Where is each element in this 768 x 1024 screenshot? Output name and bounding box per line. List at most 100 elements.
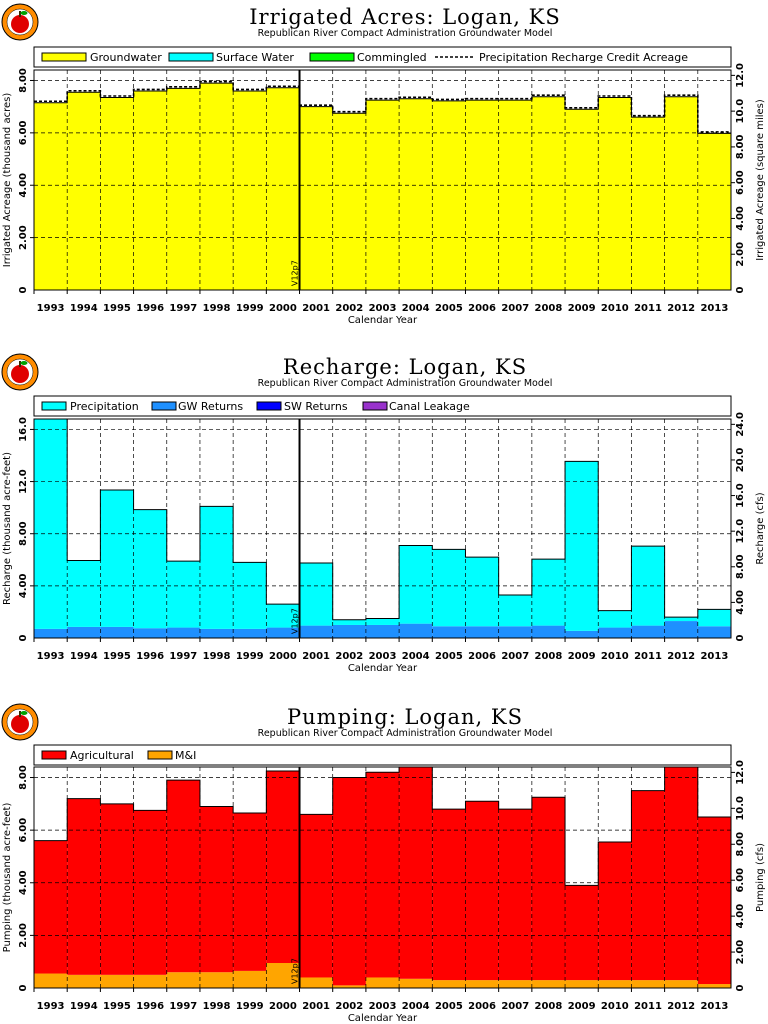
bar-segment: [34, 102, 68, 290]
bar-segment: [332, 619, 366, 625]
legend-label: Precipitation Recharge Credit Acreage: [479, 51, 688, 64]
bar-segment: [399, 98, 433, 290]
y2-tick-label: 20.0: [735, 448, 746, 473]
legend-swatch: [256, 401, 282, 411]
bar-segment: [133, 974, 167, 988]
y2-tick-label: 2.00: [735, 940, 746, 965]
y-axis-label: Pumping (thousand acre-feet): [2, 803, 13, 953]
version-label: V12p7: [291, 608, 300, 634]
plot-frame: [33, 418, 732, 639]
chart-title: Pumping: Logan, KS: [287, 705, 523, 729]
bar-segment: [299, 625, 333, 638]
x-tick-label: 2009: [568, 1001, 596, 1012]
x-tick-label: 1998: [203, 651, 231, 662]
x-tick-label: 1999: [236, 303, 264, 314]
legend-swatch: [41, 52, 87, 62]
bar-segment: [664, 767, 698, 981]
x-tick-label: 1995: [103, 651, 131, 662]
bar-segment: [166, 627, 200, 638]
bar-segment: [598, 627, 632, 638]
bar-segment: [432, 549, 466, 627]
x-axis-label: Calendar Year: [348, 663, 418, 674]
y2-tick-label: 4.00: [735, 904, 746, 929]
x-tick-label: 1995: [103, 303, 131, 314]
bar-segment: [332, 113, 366, 290]
bar-segment: [432, 980, 466, 988]
bar-segment: [631, 790, 665, 981]
bar-segment: [664, 621, 698, 638]
x-tick-label: 2006: [468, 651, 496, 662]
y-tick-label: 6.00: [18, 818, 29, 843]
bar-segment: [67, 626, 101, 638]
bar-segment: [34, 840, 68, 974]
y-axis-label: Recharge (thousand acre-feet): [2, 452, 13, 605]
bar-segment: [498, 626, 532, 638]
y2-zero-label: 0: [735, 286, 746, 293]
chart-title: Recharge: Logan, KS: [283, 355, 527, 379]
y-tick-label: 12.0: [18, 469, 29, 494]
x-tick-label: 2001: [302, 1001, 330, 1012]
bar-segment: [299, 106, 333, 291]
bar-segment: [332, 777, 366, 986]
logo-apple: [11, 715, 29, 733]
bar-segment: [34, 628, 68, 638]
bar-segment: [34, 973, 68, 988]
legend-label: SW Returns: [284, 400, 348, 413]
x-tick-label: 2002: [335, 303, 363, 314]
bar-segment: [166, 780, 200, 973]
x-tick-label: 2010: [601, 303, 629, 314]
bar-segment: [266, 770, 300, 964]
x-tick-label: 2002: [335, 651, 363, 662]
legend-frame: [33, 744, 732, 766]
y-zero-label: 0: [18, 984, 29, 991]
legend-frame: [33, 46, 732, 68]
legend-label: Precipitation: [70, 400, 139, 413]
bar-segment: [233, 562, 267, 629]
x-tick-label: 2007: [501, 651, 529, 662]
x-tick-label: 2007: [501, 303, 529, 314]
x-tick-label: 2012: [667, 303, 695, 314]
bar-segment: [299, 814, 333, 978]
bar-segment: [465, 100, 499, 290]
plot-frame: [33, 766, 732, 989]
y2-zero-label: 0: [735, 984, 746, 991]
x-tick-label: 2007: [501, 1001, 529, 1012]
x-tick-label: 1997: [169, 303, 197, 314]
x-tick-label: 2011: [634, 1001, 662, 1012]
y2-tick-label: 10.0: [735, 99, 746, 124]
bar-segment: [598, 841, 632, 981]
y2-tick-label: 10.0: [735, 796, 746, 821]
bar-segment: [697, 626, 731, 638]
x-tick-label: 2003: [369, 303, 397, 314]
total-outline: [33, 418, 732, 638]
x-tick-label: 1999: [236, 651, 264, 662]
bar-segment: [199, 628, 234, 638]
x-tick-label: 2012: [667, 651, 695, 662]
x-tick-label: 1993: [37, 1001, 65, 1012]
bar-segment: [664, 617, 698, 622]
x-tick-label: 1996: [136, 1001, 164, 1012]
bar-segment: [166, 972, 200, 988]
legend-swatch: [147, 750, 173, 760]
bar-segment: [465, 980, 499, 988]
bar-segment: [498, 100, 532, 290]
bar-segment: [498, 594, 532, 627]
x-tick-label: 1997: [169, 1001, 197, 1012]
x-tick-label: 2010: [601, 1001, 629, 1012]
bar-segment: [67, 560, 101, 627]
logo-apple-icon: [1, 3, 39, 41]
bar-segment: [365, 618, 400, 625]
bar-segment: [100, 97, 134, 290]
y2-axis-label: Pumping (cfs): [755, 843, 766, 912]
x-tick-label: 1994: [70, 651, 98, 662]
bar-segment: [531, 797, 566, 981]
legend-label: Commingled: [357, 51, 427, 64]
legend-label: Surface Water: [216, 51, 294, 64]
bar-segment: [199, 83, 234, 290]
bar-segment: [531, 559, 566, 626]
bar-segment: [100, 626, 134, 638]
bar-segment: [266, 604, 300, 628]
bar-segment: [432, 100, 466, 291]
